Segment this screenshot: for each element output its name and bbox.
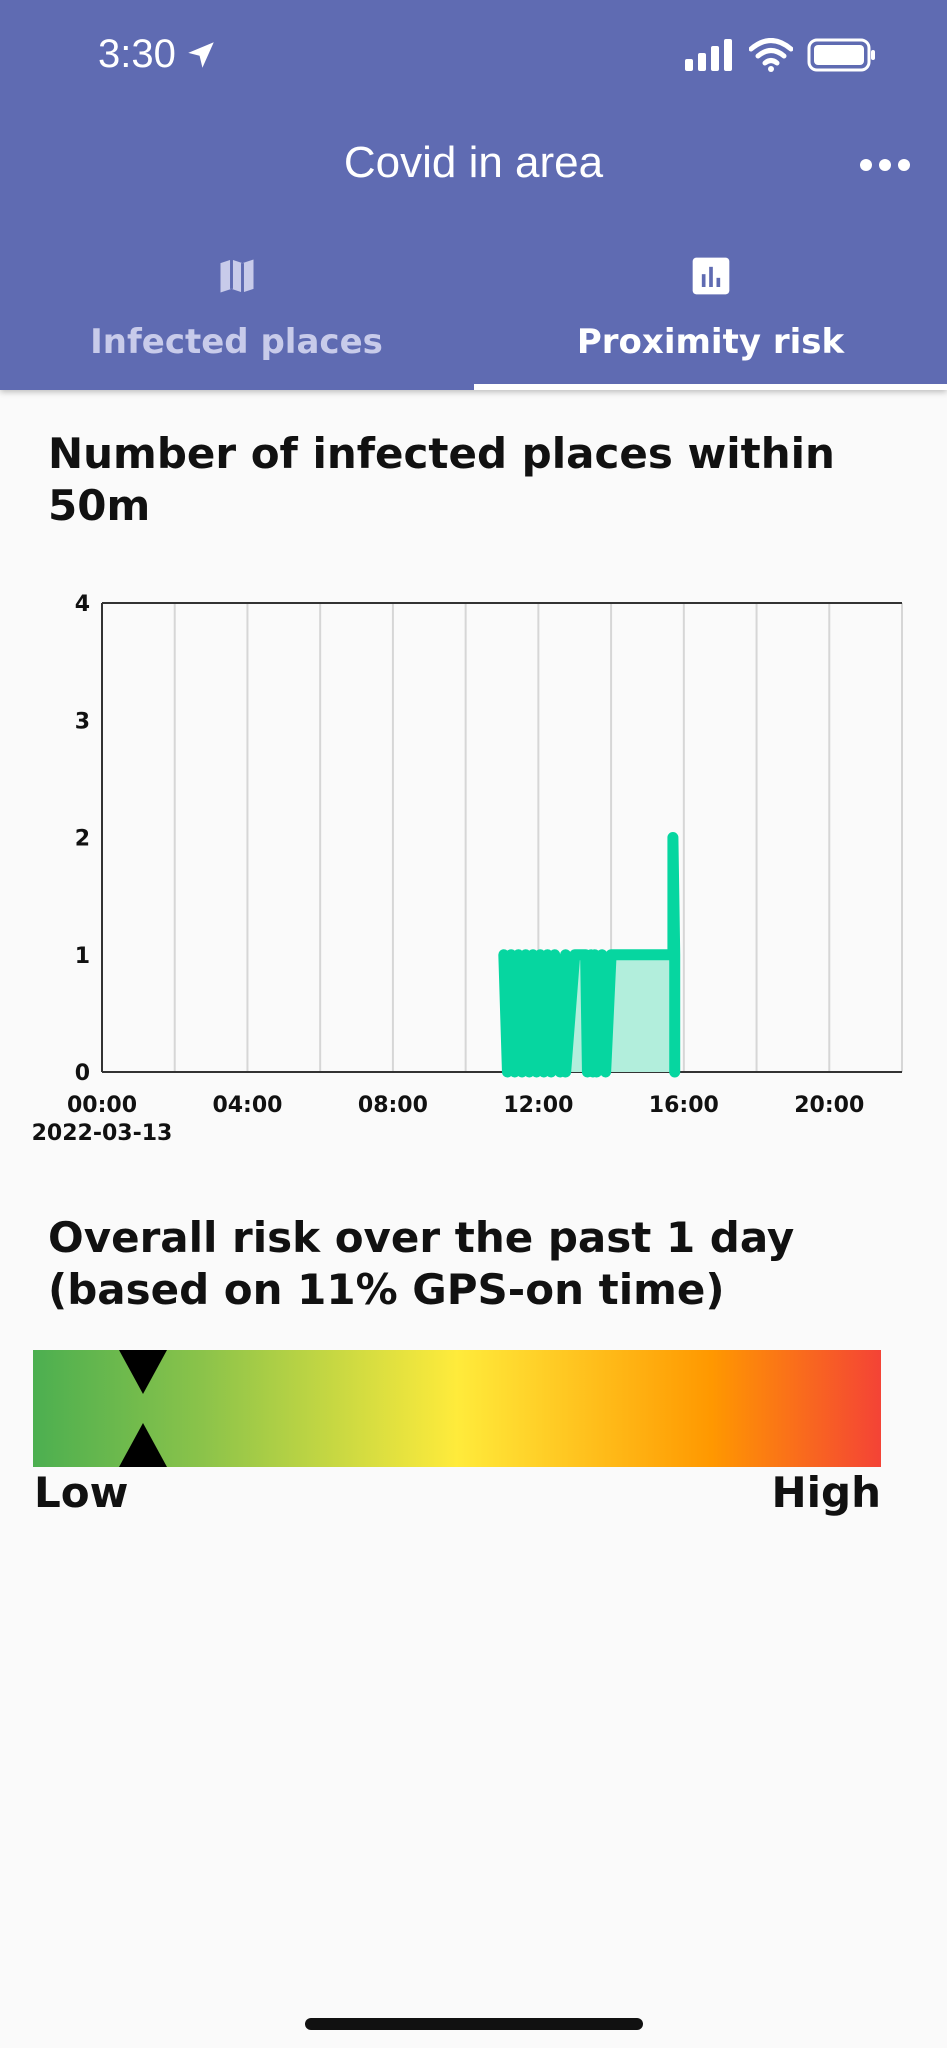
status-bar-time: 3:30 — [98, 32, 218, 77]
status-time-text: 3:30 — [98, 32, 176, 76]
proximity-chart-title: Number of infected places within 50m — [48, 429, 835, 530]
x-tick-label: 16:00 — [649, 1093, 719, 1118]
status-icons — [685, 38, 877, 72]
active-tab-indicator — [474, 384, 947, 390]
wifi-icon — [749, 38, 793, 72]
series-line — [498, 832, 681, 1078]
x-tick-label: 00:00 — [67, 1093, 137, 1118]
y-tick-label: 2 — [75, 827, 90, 852]
x-tick-label: 12:00 — [503, 1093, 573, 1118]
proximity-chart: 0 1 2 3 4 00:00 04:00 08:00 12:00 16:00 20:00 2022-… — [32, 592, 903, 1146]
more-horizontal-icon[interactable] — [857, 150, 913, 180]
bar-chart-icon — [692, 257, 729, 295]
home-indicator[interactable] — [305, 2018, 643, 2030]
risk-low-label: Low — [34, 1468, 129, 1517]
y-tick-label: 4 — [75, 592, 90, 617]
battery-icon — [807, 38, 875, 72]
tab-proximity-risk[interactable]: Proximity risk — [474, 240, 947, 390]
risk-level-marker — [119, 1350, 168, 1467]
x-tick-label: 20:00 — [794, 1093, 864, 1118]
tab-infected-places-label: Infected places — [90, 322, 383, 362]
map-icon — [220, 259, 253, 293]
x-axis-date-label: 2022-03-13 — [32, 1121, 173, 1146]
page-title: Covid in area — [343, 138, 604, 187]
location-arrow-icon — [188, 41, 214, 68]
risk-gradient-bar — [33, 1350, 881, 1467]
signal-icon — [685, 39, 732, 71]
overall-risk-title: Overall risk over the past 1 day (based … — [48, 1213, 795, 1314]
tab-infected-places[interactable]: Infected places — [0, 240, 473, 390]
y-tick-label: 1 — [75, 944, 90, 969]
y-tick-label: 3 — [75, 709, 90, 734]
risk-high-label: High — [771, 1468, 881, 1517]
x-tick-label: 04:00 — [212, 1093, 282, 1118]
tab-proximity-risk-label: Proximity risk — [576, 322, 845, 362]
x-tick-label: 08:00 — [358, 1093, 428, 1118]
y-tick-label: 0 — [75, 1061, 90, 1086]
app-header: 3:30 Covid in area — [0, 0, 947, 390]
